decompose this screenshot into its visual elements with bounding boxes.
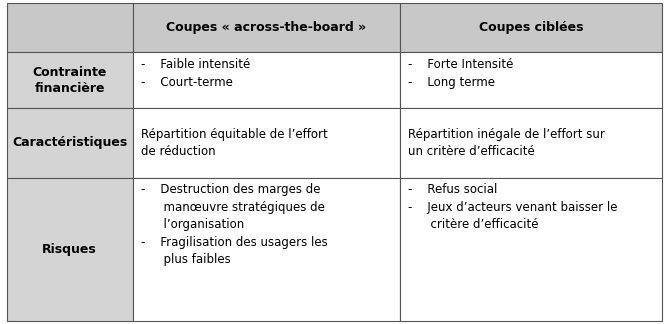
Bar: [132, 3, 400, 52]
Text: Risques: Risques: [42, 243, 97, 256]
Bar: [400, 108, 662, 178]
Bar: [132, 52, 400, 108]
Bar: [400, 178, 662, 321]
Bar: [7, 178, 132, 321]
Text: -    Forte Intensité
-    Long terme: - Forte Intensité - Long terme: [408, 58, 514, 88]
Text: Répartition inégale de l’effort sur
un critère d’efficacité: Répartition inégale de l’effort sur un c…: [408, 128, 605, 158]
Bar: [400, 3, 662, 52]
Text: Caractéristiques: Caractéristiques: [12, 136, 127, 149]
Bar: [132, 178, 400, 321]
Bar: [7, 3, 132, 52]
Text: Contrainte
financière: Contrainte financière: [32, 65, 107, 95]
Bar: [7, 52, 132, 108]
Bar: [132, 108, 400, 178]
Bar: [400, 52, 662, 108]
Text: -    Destruction des marges de
      manœuvre stratégiques de
      l’organisati: - Destruction des marges de manœuvre str…: [140, 183, 327, 266]
Text: Coupes « across-the-board »: Coupes « across-the-board »: [167, 21, 367, 34]
Text: Coupes ciblées: Coupes ciblées: [479, 21, 583, 34]
Text: -    Faible intensité
-    Court-terme: - Faible intensité - Court-terme: [140, 58, 250, 88]
Text: Répartition équitable de l’effort
de réduction: Répartition équitable de l’effort de réd…: [140, 128, 327, 158]
Text: -    Refus social
-    Jeux d’acteurs venant baisser le
      critère d’efficaci: - Refus social - Jeux d’acteurs venant b…: [408, 183, 617, 231]
Bar: [7, 108, 132, 178]
